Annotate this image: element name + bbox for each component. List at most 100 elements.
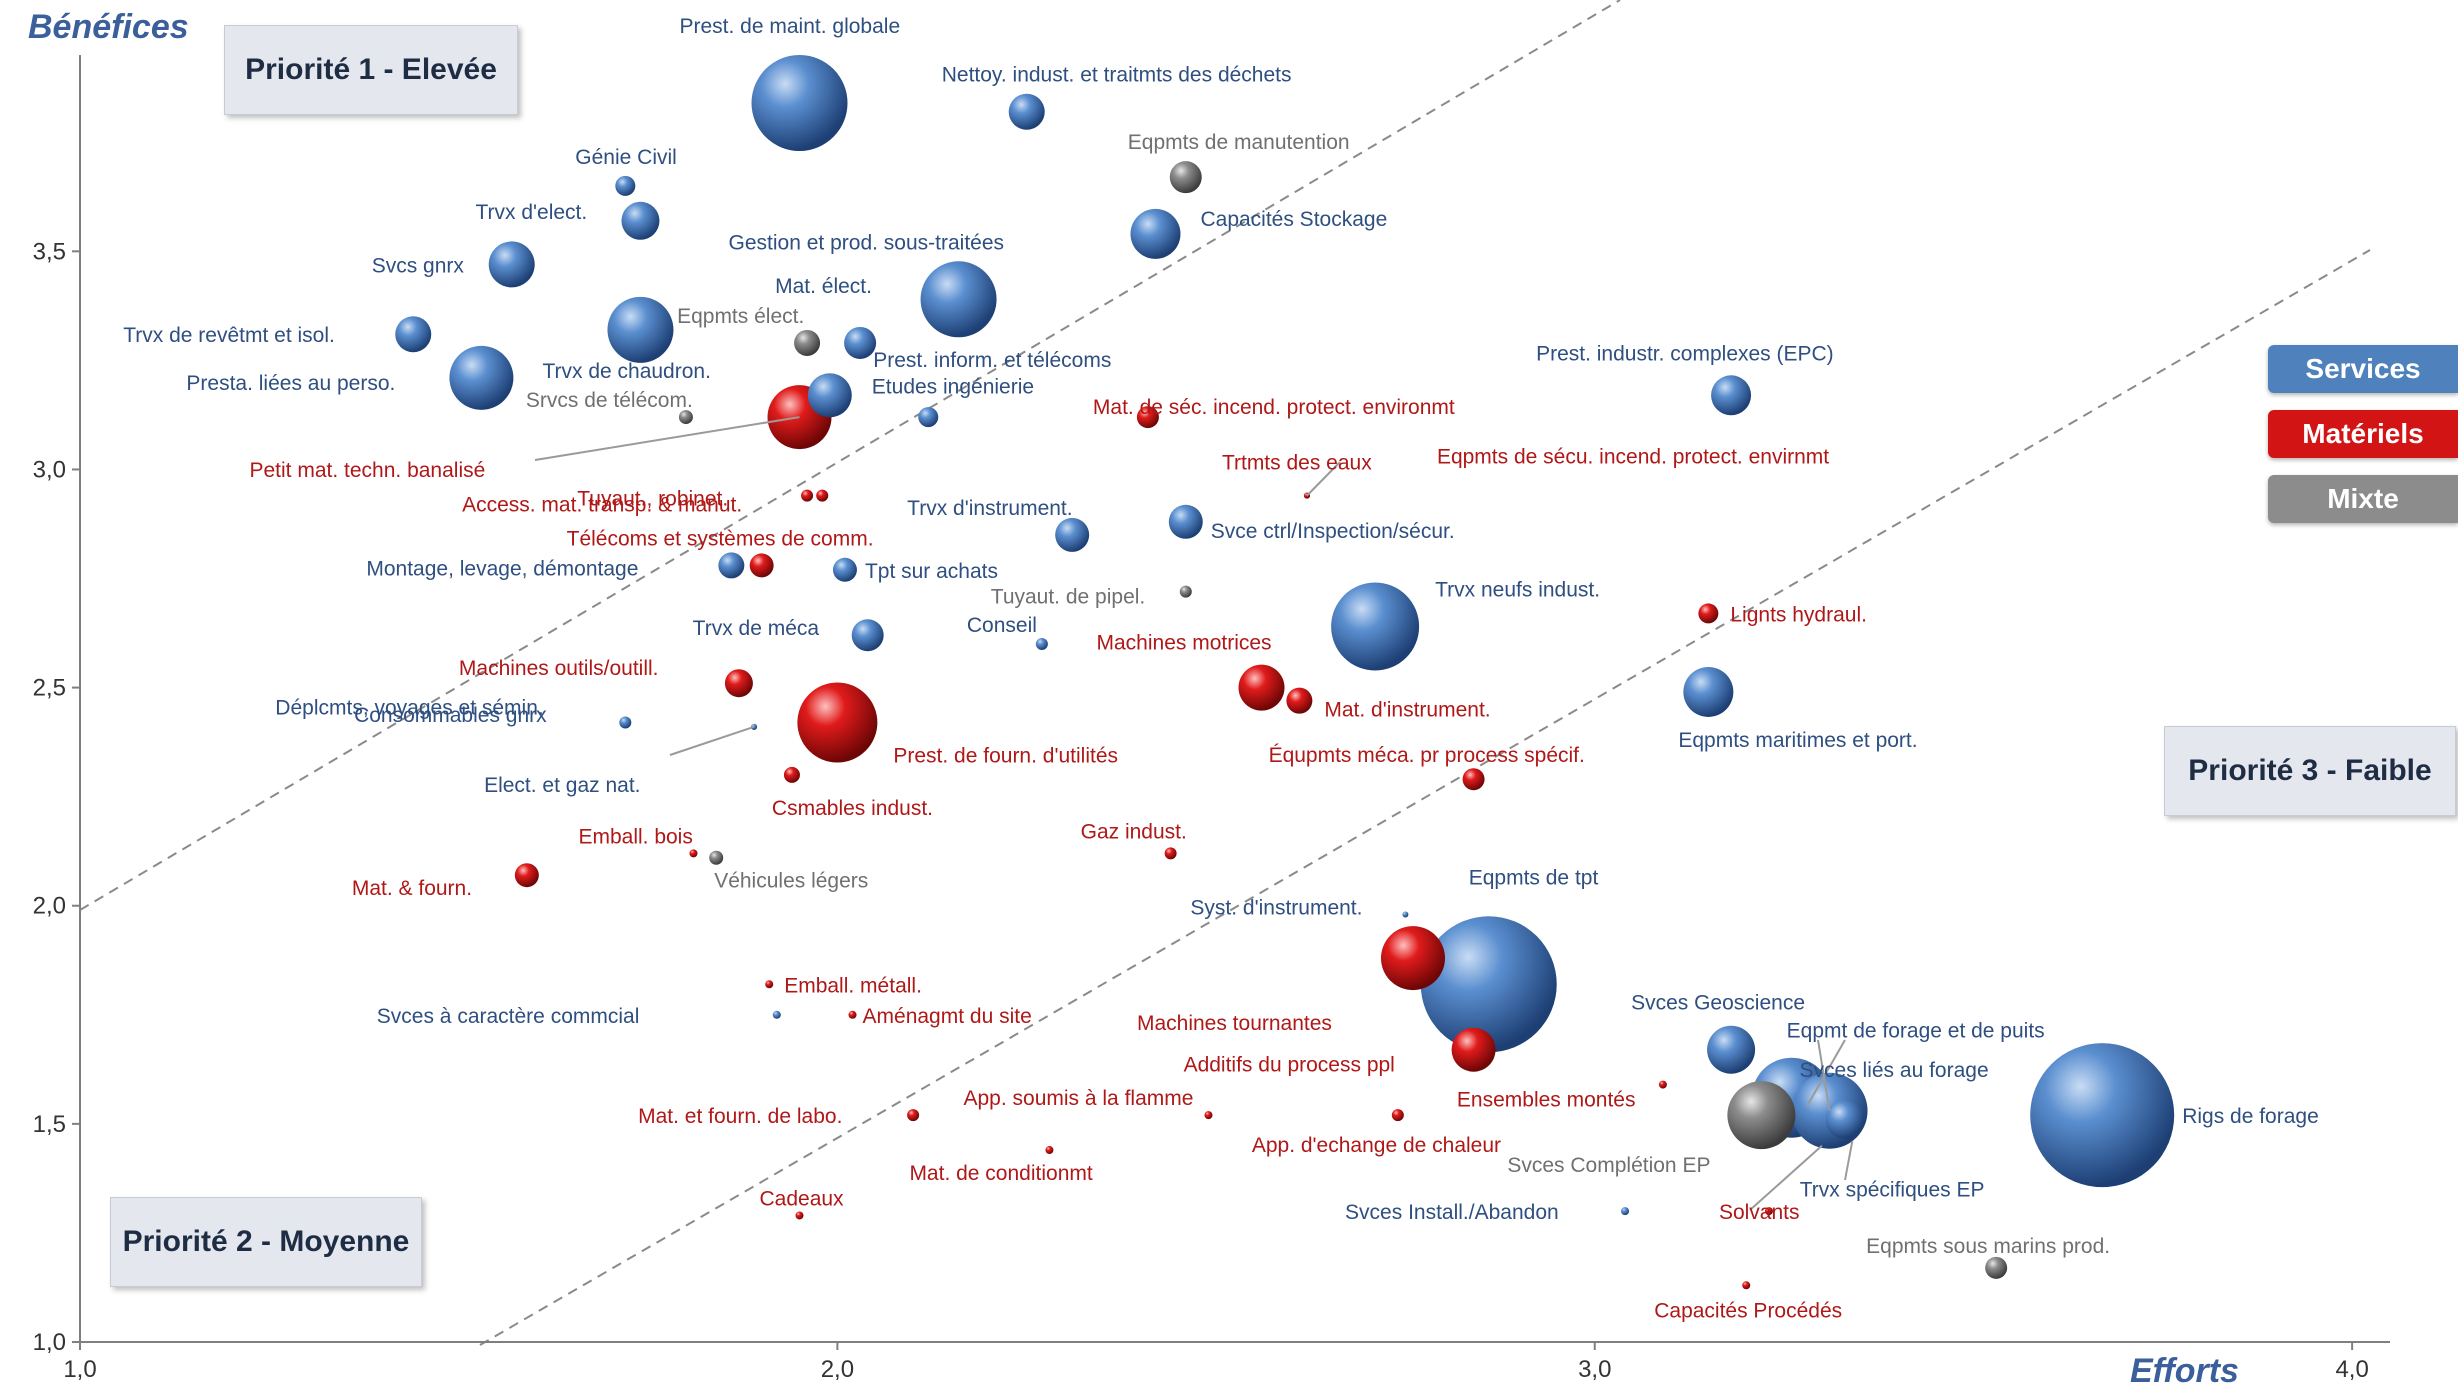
bubble[interactable]	[772, 1010, 781, 1019]
bubble[interactable]	[1658, 1080, 1667, 1089]
bubble[interactable]	[621, 201, 660, 240]
zone-priority-3: Priorité 3 - Faible	[2164, 726, 2456, 816]
bubble[interactable]	[1621, 1207, 1630, 1216]
bubble[interactable]	[907, 1109, 920, 1122]
legend-materiels: Matériels	[2268, 410, 2458, 458]
bubble-label: Access. mat. transp. & manut.	[462, 494, 742, 517]
bubble[interactable]	[1391, 1109, 1404, 1122]
bubble[interactable]	[689, 849, 698, 858]
bubble-label: Gestion et prod. sous-traitées	[729, 231, 1004, 254]
bubble[interactable]	[920, 261, 997, 338]
bubble[interactable]	[1238, 664, 1285, 711]
bubble[interactable]	[1683, 666, 1734, 717]
bubble[interactable]	[619, 716, 632, 729]
y-tick-label: 1,5	[33, 1111, 66, 1138]
bubble[interactable]	[1179, 585, 1192, 598]
bubble-label: Trvx neufs indust.	[1435, 579, 1600, 602]
bubble[interactable]	[918, 407, 939, 428]
bubble[interactable]	[851, 619, 884, 652]
bubble-label: Solvants	[1719, 1201, 1800, 1224]
bubble-label: Capacités Procédés	[1654, 1299, 1842, 1322]
bubble[interactable]	[751, 54, 848, 151]
bubble[interactable]	[801, 489, 814, 502]
bubble[interactable]	[749, 553, 774, 578]
bubble[interactable]	[449, 345, 514, 410]
bubble-label: Nettoy. indust. et traitmts des déchets	[942, 64, 1292, 87]
legend-mixte: Mixte	[2268, 475, 2458, 523]
bubble-label: Trvx de méca	[693, 617, 820, 640]
bubble[interactable]	[1707, 1025, 1756, 1074]
bubble[interactable]	[488, 241, 535, 288]
bubble-label: Srvcs de télécom.	[526, 389, 693, 412]
bubble-label: Svces liés au forage	[1800, 1059, 1989, 1082]
bubble[interactable]	[514, 863, 539, 888]
bubble[interactable]	[765, 980, 774, 989]
bubble[interactable]	[607, 296, 674, 363]
bubble[interactable]	[795, 1211, 804, 1220]
bubble[interactable]	[678, 410, 693, 425]
x-axis-title: Efforts	[2130, 1352, 2239, 1390]
bubble[interactable]	[1380, 926, 1445, 991]
bubble-label: Consommables gnrx	[354, 704, 547, 727]
bubble[interactable]	[1045, 1146, 1054, 1155]
bubble-label: Presta. liées au perso.	[186, 372, 395, 395]
bubble[interactable]	[724, 669, 753, 698]
bubble[interactable]	[1727, 1081, 1796, 1150]
bubble[interactable]	[783, 766, 800, 783]
bubble[interactable]	[1462, 768, 1485, 791]
bubble[interactable]	[2030, 1043, 2175, 1188]
bubble[interactable]	[615, 175, 636, 196]
bubble[interactable]	[1130, 208, 1181, 259]
bubble[interactable]	[1825, 1100, 1864, 1139]
bubble[interactable]	[1035, 637, 1048, 650]
bubble-label: Mat. de séc. incend. protect. environmt	[1093, 396, 1455, 419]
bubble-label: Trvx de chaudron.	[542, 360, 710, 383]
bubble[interactable]	[844, 326, 877, 359]
bubble-label: Mat. d'instrument.	[1324, 699, 1490, 722]
bubble[interactable]	[709, 850, 724, 865]
bubble[interactable]	[832, 557, 857, 582]
bubble-label: Déplcmts, voyages et sémin.	[275, 696, 543, 719]
bubble-label: Prest. inform. et télécoms	[873, 349, 1111, 372]
bubble[interactable]	[797, 682, 878, 763]
bubble[interactable]	[1286, 687, 1313, 714]
bubble[interactable]	[1169, 161, 1202, 194]
bubble-label: App. d'echange de chaleur	[1252, 1134, 1501, 1157]
y-tick-label: 3,5	[33, 238, 66, 265]
bubble[interactable]	[1204, 1111, 1213, 1120]
bubble[interactable]	[816, 489, 829, 502]
bubble[interactable]	[1420, 916, 1557, 1053]
bubble-label: Prest. industr. complexes (EPC)	[1536, 342, 1834, 365]
bubble[interactable]	[718, 552, 745, 579]
bubble[interactable]	[1742, 1281, 1751, 1290]
zone-priority-2: Priorité 2 - Moyenne	[110, 1197, 422, 1287]
bubble[interactable]	[1764, 1207, 1773, 1216]
bubble[interactable]	[1711, 375, 1752, 416]
bubble[interactable]	[1402, 911, 1409, 918]
x-tick-label: 1,0	[63, 1356, 96, 1383]
bubble[interactable]	[807, 373, 852, 418]
x-tick-label: 4,0	[2335, 1356, 2368, 1383]
leader-line	[1306, 461, 1341, 497]
leader-line	[1749, 1144, 1823, 1211]
bubble[interactable]	[395, 316, 432, 353]
bubble[interactable]	[1168, 504, 1203, 539]
bubble-label: Syst. d'instrument.	[1190, 896, 1362, 919]
bubble[interactable]	[1164, 847, 1177, 860]
bubble[interactable]	[1451, 1027, 1496, 1072]
bubble[interactable]	[1055, 517, 1090, 552]
bubble[interactable]	[1331, 582, 1420, 671]
bubble[interactable]	[1698, 603, 1719, 624]
bubble-label: Eqpmts sous marins prod.	[1866, 1235, 2110, 1258]
bubble[interactable]	[1985, 1256, 2008, 1279]
bubble-label: Tpt sur achats	[865, 560, 998, 583]
bubble[interactable]	[848, 1010, 857, 1019]
bubble[interactable]	[794, 329, 821, 356]
bubble[interactable]	[1008, 93, 1045, 130]
bubble[interactable]	[1136, 406, 1159, 429]
bubble-label: Trvx d'instrument.	[907, 497, 1072, 520]
bubble-label: Machines outils/outill.	[459, 657, 659, 680]
bubble-label: Montage, levage, démontage	[366, 557, 638, 580]
legend-services: Services	[2268, 345, 2458, 393]
bubble-label: Eqpmt de forage et de puits	[1787, 1020, 2045, 1043]
